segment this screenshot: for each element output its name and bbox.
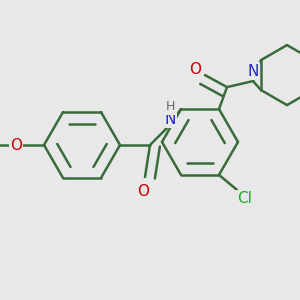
Text: O: O	[189, 61, 201, 76]
Text: H: H	[165, 100, 175, 113]
Text: O: O	[10, 137, 22, 152]
Text: N: N	[247, 64, 259, 79]
Text: Cl: Cl	[238, 191, 252, 206]
Text: O: O	[137, 184, 149, 199]
Text: N: N	[164, 112, 176, 127]
